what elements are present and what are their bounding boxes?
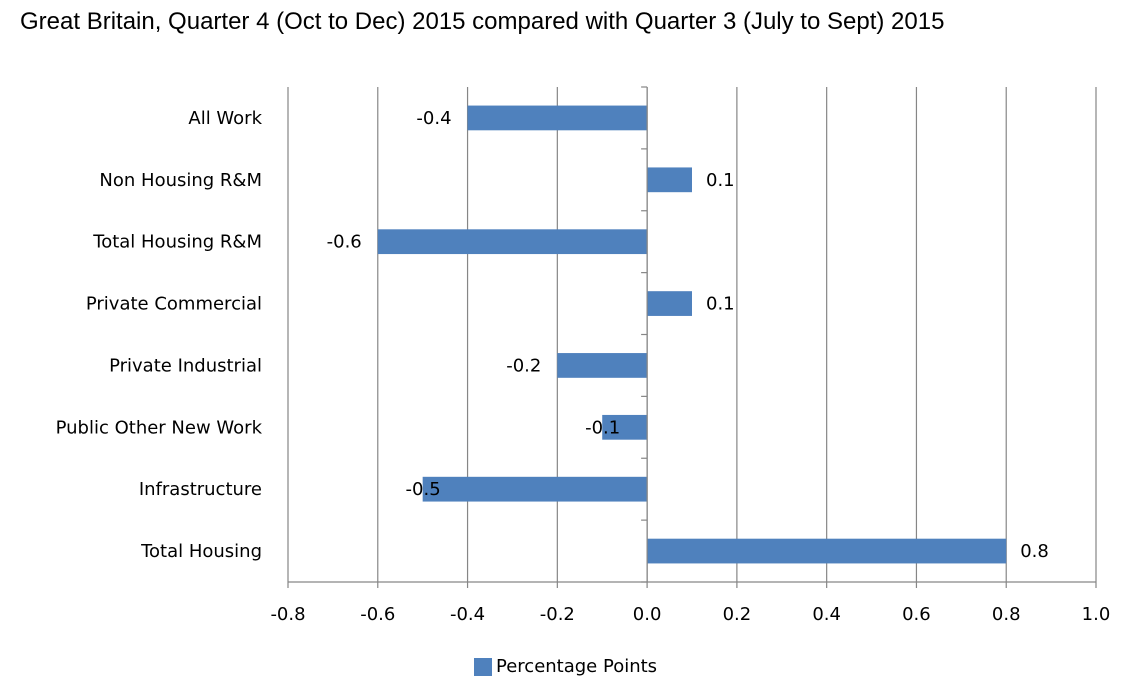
x-tick-label: -0.8 [270, 604, 305, 625]
category-label: Non Housing R&M [99, 170, 262, 191]
bar [647, 291, 692, 316]
bar [647, 538, 1007, 564]
data-label: 0.8 [1020, 541, 1049, 562]
category-label: Infrastructure [139, 479, 262, 500]
labels: -0.8 -0.6 -0.4 -0.2 0.0 0.2 0.4 0.6 0.8 1.0 All Wo… [56, 108, 1111, 625]
category-label: All Work [188, 108, 262, 129]
bar [647, 167, 692, 193]
data-label: -0.2 [506, 355, 541, 376]
x-tick-label: 0.2 [723, 604, 752, 625]
gridlines [287, 87, 1097, 582]
category-label: Private Commercial [86, 294, 262, 315]
bars [377, 105, 1007, 564]
category-label: Total Housing R&M [92, 232, 262, 253]
chart-title: Great Britain, Quarter 4 (Oct to Dec) 20… [20, 8, 945, 35]
bar [467, 105, 648, 131]
legend: Percentage Points [474, 656, 657, 677]
data-label: 0.1 [706, 170, 735, 191]
x-tick-label: -0.2 [540, 604, 575, 625]
category-label: Private Industrial [109, 355, 262, 376]
data-label: 0.1 [706, 294, 735, 315]
category-label: Public Other New Work [56, 417, 263, 438]
data-label: -0.4 [416, 108, 451, 129]
x-tick-label: -0.6 [360, 604, 395, 625]
bar [557, 353, 648, 378]
data-label: -0.1 [585, 417, 620, 438]
bar [602, 414, 648, 440]
x-tick-label: -0.4 [450, 604, 485, 625]
x-tick-label: 0.8 [992, 604, 1021, 625]
x-tick-label: 1.0 [1082, 604, 1111, 625]
bar [377, 229, 648, 255]
x-tick-label: 0.6 [902, 604, 931, 625]
x-tick-label: 0.4 [812, 604, 841, 625]
bar [422, 476, 648, 502]
axes [287, 86, 1097, 588]
x-tick-label: 0.0 [633, 604, 662, 625]
legend-label: Percentage Points [496, 656, 658, 677]
data-label: -0.5 [406, 479, 441, 500]
category-label: Total Housing [140, 541, 262, 562]
data-label: -0.6 [327, 232, 362, 253]
legend-swatch [474, 657, 492, 676]
